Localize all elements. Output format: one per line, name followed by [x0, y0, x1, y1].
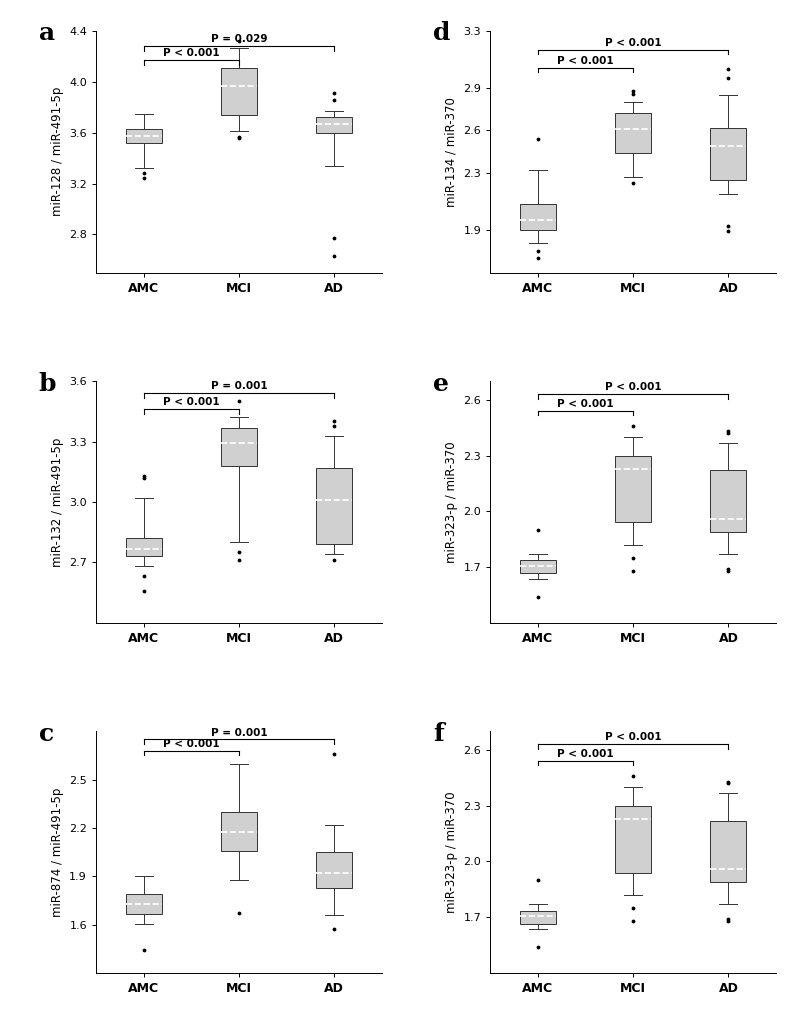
Y-axis label: miR-323-p / miR-370: miR-323-p / miR-370 — [445, 792, 458, 913]
Text: P = 0.001: P = 0.001 — [210, 381, 267, 391]
Text: P < 0.001: P < 0.001 — [558, 749, 614, 760]
PathPatch shape — [126, 129, 162, 143]
Text: P < 0.001: P < 0.001 — [605, 382, 662, 392]
Text: d: d — [433, 22, 450, 46]
PathPatch shape — [316, 118, 352, 132]
Y-axis label: miR-128 / miR-491-5p: miR-128 / miR-491-5p — [50, 87, 63, 216]
PathPatch shape — [126, 538, 162, 557]
PathPatch shape — [221, 811, 257, 851]
Text: P < 0.001: P < 0.001 — [605, 733, 662, 742]
Text: P < 0.001: P < 0.001 — [163, 397, 219, 408]
PathPatch shape — [520, 561, 556, 573]
Text: P < 0.001: P < 0.001 — [163, 49, 219, 58]
PathPatch shape — [126, 894, 162, 914]
PathPatch shape — [221, 427, 257, 466]
Text: P < 0.001: P < 0.001 — [163, 739, 219, 748]
PathPatch shape — [615, 114, 651, 153]
Y-axis label: miR-874 / miR-491-5p: miR-874 / miR-491-5p — [50, 788, 63, 917]
Text: P < 0.001: P < 0.001 — [558, 56, 614, 66]
Y-axis label: miR-134 / miR-370: miR-134 / miR-370 — [445, 97, 458, 207]
PathPatch shape — [615, 805, 651, 873]
Text: c: c — [39, 721, 54, 746]
Text: a: a — [39, 22, 55, 46]
Y-axis label: miR-323-p / miR-370: miR-323-p / miR-370 — [445, 441, 458, 563]
PathPatch shape — [710, 127, 746, 180]
Text: P = 0.029: P = 0.029 — [210, 34, 267, 45]
PathPatch shape — [710, 470, 746, 532]
PathPatch shape — [520, 911, 556, 923]
Text: f: f — [433, 721, 444, 746]
PathPatch shape — [710, 821, 746, 882]
PathPatch shape — [316, 468, 352, 544]
PathPatch shape — [520, 204, 556, 230]
Text: P = 0.001: P = 0.001 — [210, 728, 267, 738]
Text: e: e — [433, 372, 449, 395]
Text: P < 0.001: P < 0.001 — [605, 37, 662, 48]
Y-axis label: miR-132 / miR-491-5p: miR-132 / miR-491-5p — [50, 437, 63, 567]
PathPatch shape — [221, 68, 257, 115]
Text: b: b — [39, 372, 56, 395]
PathPatch shape — [615, 455, 651, 523]
Text: P < 0.001: P < 0.001 — [558, 400, 614, 409]
PathPatch shape — [316, 852, 352, 888]
